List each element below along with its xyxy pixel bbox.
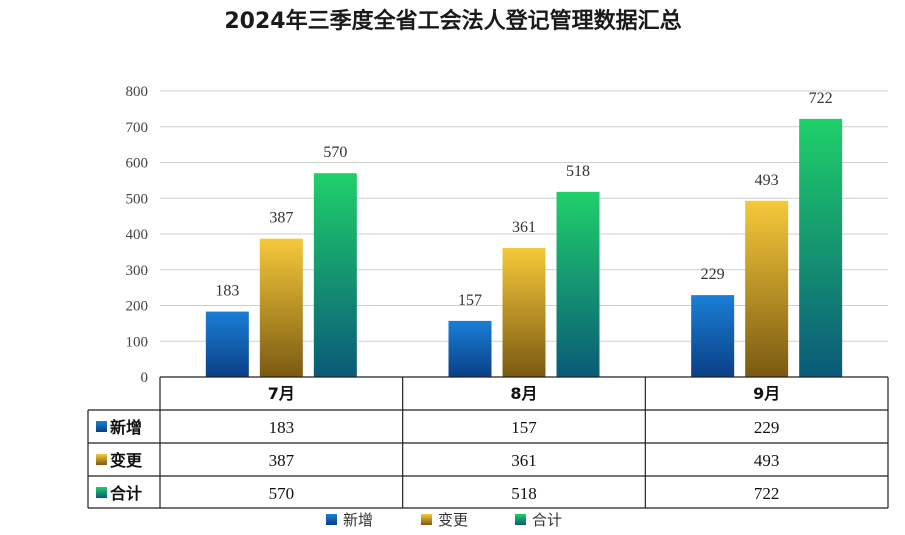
- x-category-label: 8月: [510, 384, 537, 403]
- table-cell: 157: [511, 418, 537, 437]
- y-tick-label: 700: [126, 120, 149, 136]
- table-legend-key: [96, 487, 107, 498]
- data-label: 183: [215, 283, 239, 300]
- y-tick-label: 400: [126, 227, 149, 243]
- table-cell: 387: [269, 451, 295, 470]
- legend: 新增 变更 合计: [326, 511, 562, 529]
- table-cell: 493: [754, 451, 780, 470]
- data-label: 229: [701, 266, 725, 283]
- data-label: 157: [458, 292, 482, 309]
- bar: [448, 320, 492, 377]
- legend-label: 变更: [438, 511, 468, 529]
- y-tick-label: 300: [126, 263, 149, 279]
- x-category-label: 7月: [268, 384, 295, 403]
- table-cell: 183: [269, 418, 295, 437]
- legend-key: [515, 514, 526, 525]
- table-legend-key: [96, 421, 107, 432]
- data-label: 387: [269, 210, 293, 227]
- y-tick-label: 100: [126, 334, 149, 350]
- bar: [313, 173, 357, 377]
- bar: [556, 191, 600, 377]
- data-label: 570: [323, 144, 347, 161]
- table-cell: 570: [269, 484, 295, 503]
- bar: [745, 200, 789, 377]
- table-cell: 229: [754, 418, 780, 437]
- y-tick-label: 800: [126, 84, 149, 100]
- y-tick-label: 500: [126, 191, 149, 207]
- chart-title: 2024年三季度全省工会法人登记管理数据汇总: [224, 8, 681, 34]
- data-label: 722: [809, 90, 833, 107]
- data-label: 361: [512, 219, 536, 236]
- bars: [205, 118, 843, 377]
- data-label: 493: [755, 172, 779, 189]
- table-row-label: 变更: [110, 451, 143, 470]
- x-category-label: 9月: [753, 384, 780, 403]
- data-labels: 183 387 570 157 361 518 229 493 722: [215, 90, 832, 309]
- table-row-label: 新增: [110, 418, 142, 437]
- legend-key: [421, 514, 432, 525]
- table-row-label: 合计: [110, 484, 142, 503]
- y-tick-label: 600: [126, 156, 149, 172]
- bar: [205, 311, 249, 377]
- bar: [259, 238, 303, 377]
- bar: [799, 118, 843, 377]
- y-tick-label: 0: [141, 370, 149, 386]
- legend-key: [326, 514, 337, 525]
- legend-label: 新增: [343, 511, 373, 529]
- table-cell: 722: [754, 484, 780, 503]
- table-cell: 518: [511, 484, 537, 503]
- data-label: 518: [566, 163, 590, 180]
- table-legend-key: [96, 454, 107, 465]
- bar: [502, 247, 546, 377]
- y-tick-label: 200: [126, 299, 149, 315]
- table-cell: 361: [511, 451, 537, 470]
- bar: [691, 295, 735, 377]
- legend-label: 合计: [532, 511, 562, 529]
- y-axis-ticks: 0 100 200 300 400 500 600 700 800: [126, 84, 149, 386]
